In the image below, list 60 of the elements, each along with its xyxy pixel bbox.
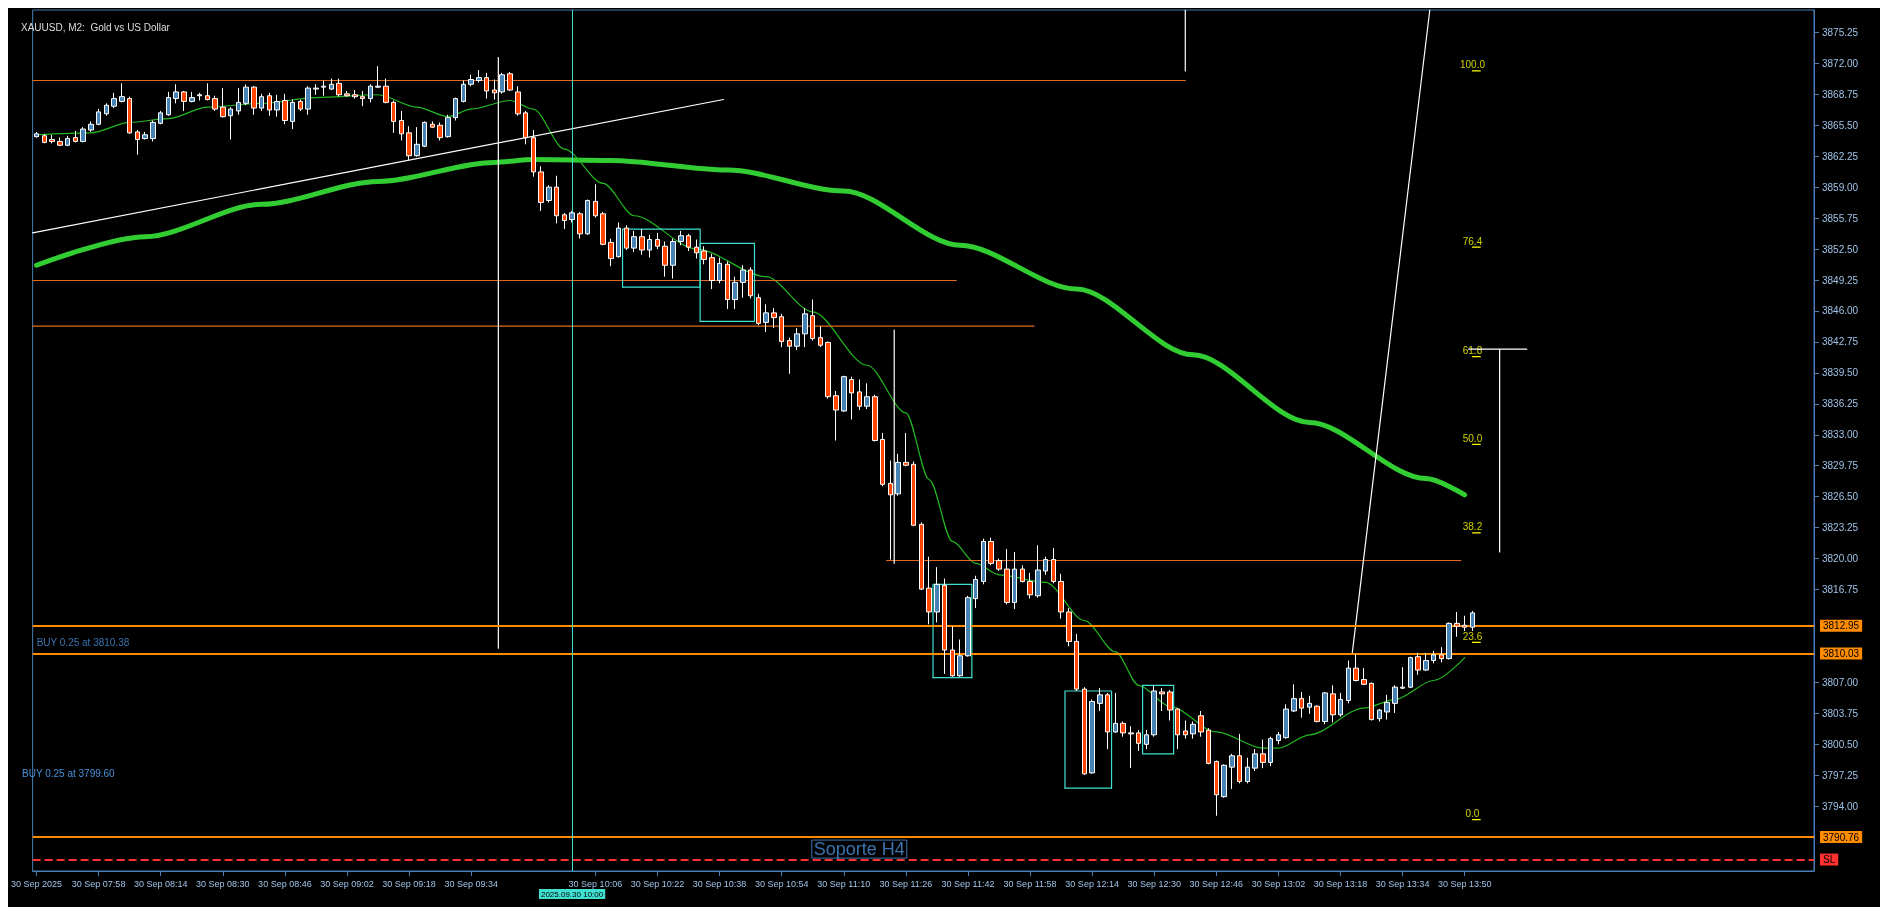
x-tick-label: 30 Sep 12:30 <box>1127 878 1182 889</box>
annotation: BUY 0.25 at 3810.38 <box>36 636 130 648</box>
y-tick-label: 3800.50 <box>1822 738 1859 750</box>
x-tick-label: 30 Sep 11:42 <box>941 878 995 889</box>
annotation: 76.4 <box>1462 235 1483 247</box>
annotation: Soporte H4 <box>813 839 905 860</box>
annotation: 50.0 <box>1462 432 1483 444</box>
y-tick-label: 3836.25 <box>1822 398 1859 410</box>
ref-line-label: SL <box>1823 854 1836 866</box>
y-tick-label: 3846.00 <box>1822 305 1859 317</box>
y-tick-label: 3855.75 <box>1822 212 1859 224</box>
x-tick-label: 30 Sep 10:54 <box>754 878 809 889</box>
y-tick-label: 3816.75 <box>1822 584 1859 596</box>
annotation: 0.0 <box>1465 808 1480 820</box>
ref-line-label: 3790.76 <box>1823 831 1860 843</box>
y-tick-label: 3852.50 <box>1822 243 1859 255</box>
x-tick-label: 30 Sep 12:46 <box>1189 878 1244 889</box>
y-tick-label: 3839.50 <box>1822 367 1859 379</box>
ref-line-label: 2025.09.30 10:00 <box>540 889 604 899</box>
annotation: 23.6 <box>1462 630 1483 642</box>
y-tick-label: 3875.25 <box>1822 26 1859 38</box>
x-tick-label: 30 Sep 11:58 <box>1003 878 1057 889</box>
ref-line-label: 3812.95 <box>1823 620 1860 632</box>
x-tick-label: 30 Sep 08:14 <box>133 878 188 889</box>
y-tick-label: 3849.25 <box>1822 274 1859 286</box>
x-tick-label: 30 Sep 13:50 <box>1437 878 1492 889</box>
y-tick-label: 3868.75 <box>1822 88 1859 100</box>
y-tick-label: 3807.00 <box>1822 676 1859 688</box>
x-tick-label: 30 Sep 11:10 <box>817 878 871 889</box>
x-tick-label: 30 Sep 11:26 <box>879 878 933 889</box>
y-tick-label: 3797.25 <box>1822 769 1859 781</box>
x-tick-label: 30 Sep 12:14 <box>1065 878 1119 889</box>
y-tick-label: 3872.00 <box>1822 57 1859 69</box>
x-tick-label: 30 Sep 13:02 <box>1251 878 1306 889</box>
x-tick-label: 30 Sep 10:38 <box>692 878 747 889</box>
x-tick-label: 30 Sep 10:22 <box>630 878 685 889</box>
y-tick-label: 3829.75 <box>1822 460 1859 472</box>
x-tick-label: 30 Sep 2025 <box>11 878 63 889</box>
y-tick-label: 3803.75 <box>1822 707 1859 719</box>
y-tick-label: 3820.00 <box>1822 553 1859 565</box>
x-tick-label: 30 Sep 13:18 <box>1313 878 1368 889</box>
y-tick-label: 3823.25 <box>1822 522 1859 534</box>
x-tick-label: 30 Sep 09:02 <box>320 878 374 889</box>
ref-line-label: 3810.03 <box>1823 648 1860 660</box>
annotation: 38.2 <box>1462 521 1483 533</box>
y-tick-label: 3794.00 <box>1822 800 1859 812</box>
x-tick-label: 30 Sep 08:30 <box>196 878 250 889</box>
y-tick-label: 3826.50 <box>1822 491 1859 503</box>
y-tick-label: 3842.75 <box>1822 336 1859 348</box>
x-tick-label: 30 Sep 07:58 <box>71 878 126 889</box>
y-tick-label: 3865.50 <box>1822 119 1859 131</box>
y-tick-label: 3862.25 <box>1822 150 1859 162</box>
y-tick-label: 3833.00 <box>1822 429 1859 441</box>
annotation: 100.0 <box>1459 59 1486 71</box>
x-tick-label: 30 Sep 09:18 <box>382 878 436 889</box>
x-tick-label: 30 Sep 09:34 <box>444 878 498 889</box>
x-tick-label: 30 Sep 13:34 <box>1375 878 1430 889</box>
x-tick-label: 30 Sep 10:06 <box>568 878 623 889</box>
y-tick-label: 3859.00 <box>1822 181 1859 193</box>
x-tick-label: 30 Sep 08:46 <box>258 878 312 889</box>
